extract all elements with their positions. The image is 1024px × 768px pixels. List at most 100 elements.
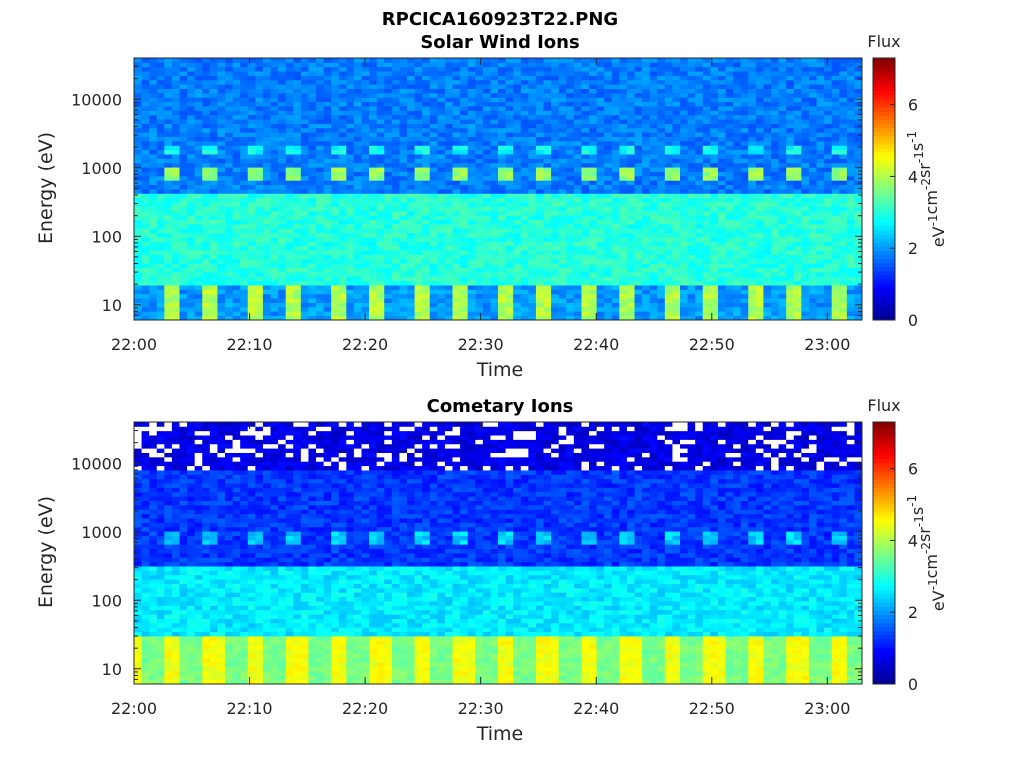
heatmap-cell: [498, 202, 506, 207]
heatmap-cell: [255, 101, 264, 107]
heatmap-cell: [725, 106, 734, 111]
heatmap-cell: [278, 145, 287, 151]
heatmap-cell: [702, 210, 711, 216]
heatmap-cell: [376, 315, 385, 321]
heatmap-cell: [528, 92, 537, 98]
heatmap-cell: [369, 127, 378, 133]
heatmap-cell: [642, 132, 651, 137]
heatmap-cell: [831, 232, 840, 238]
heatmap-cell: [194, 149, 203, 155]
heatmap-cell: [755, 180, 764, 186]
heatmap-cell: [498, 254, 506, 260]
heatmap-cell: [134, 114, 142, 120]
heatmap-cell: [740, 306, 749, 312]
heatmap-cell: [262, 311, 271, 317]
heatmap-cell: [482, 110, 491, 116]
heatmap-cell: [156, 267, 165, 273]
heatmap-cell: [452, 197, 461, 203]
heatmap-cell: [589, 136, 597, 142]
heatmap-cell: [710, 223, 719, 229]
heatmap-cell: [619, 184, 628, 190]
heatmap-cell: [831, 193, 840, 199]
heatmap-cell: [528, 114, 537, 120]
heatmap-cell: [225, 223, 233, 229]
heatmap-cell: [831, 306, 840, 312]
heatmap-cell: [384, 276, 393, 282]
heatmap-cell: [505, 140, 514, 146]
heatmap-cell: [171, 136, 180, 142]
heatmap-cell: [353, 145, 362, 151]
heatmap-cell: [566, 280, 575, 286]
heatmap-cell: [740, 145, 749, 151]
heatmap-cell: [323, 106, 332, 111]
heatmap-cell: [642, 271, 651, 277]
heatmap-cell: [634, 254, 643, 260]
heatmap-cell: [733, 162, 742, 168]
heatmap-cell: [634, 184, 643, 190]
heatmap-cell: [391, 110, 400, 116]
heatmap-cell: [687, 167, 696, 172]
heatmap-cell: [786, 219, 795, 225]
heatmap-cell: [725, 189, 734, 194]
heatmap-cell: [217, 158, 226, 164]
heatmap-cell: [331, 311, 340, 317]
heatmap-cell: [134, 184, 142, 190]
heatmap-cell: [808, 315, 817, 321]
heatmap-cell: [680, 271, 688, 277]
heatmap-cell: [300, 210, 309, 216]
heatmap-cell: [194, 311, 203, 317]
heatmap-cell: [429, 237, 438, 242]
heatmap-cell: [626, 228, 635, 234]
heatmap-cell: [717, 206, 726, 212]
heatmap-cell: [209, 315, 218, 321]
heatmap-cell: [831, 241, 840, 247]
heatmap-cell: [505, 293, 514, 299]
heatmap-cell: [717, 258, 726, 264]
heatmap-cell: [422, 258, 431, 264]
heatmap-cell: [202, 245, 211, 251]
heatmap-cell: [611, 202, 620, 207]
heatmap-cell: [156, 127, 165, 133]
heatmap-cell: [596, 245, 605, 251]
heatmap-cell: [225, 271, 233, 277]
heatmap-cell: [338, 184, 347, 190]
heatmap-cell: [657, 223, 666, 229]
heatmap-cell: [740, 215, 749, 220]
heatmap-cell: [824, 127, 833, 133]
heatmap-cell: [664, 110, 673, 116]
heatmap-cell: [293, 206, 302, 212]
heatmap-cell: [498, 210, 506, 216]
heatmap-cell: [262, 298, 271, 303]
heatmap-cell: [217, 271, 226, 277]
heatmap-cell: [649, 114, 658, 120]
heatmap-cell: [611, 228, 620, 234]
heatmap-cell: [240, 228, 249, 234]
heatmap-cell: [255, 140, 264, 146]
heatmap-cell: [391, 250, 400, 255]
heatmap-cell: [778, 92, 787, 98]
heatmap-cell: [672, 311, 681, 317]
heatmap-cell: [581, 167, 590, 172]
heatmap-cell: [566, 298, 575, 303]
heatmap-cell: [194, 162, 203, 168]
heatmap-cell: [793, 276, 802, 282]
heatmap-cell: [702, 106, 711, 111]
heatmap-cell: [808, 276, 817, 282]
heatmap-cell: [164, 215, 173, 220]
heatmap-cell: [391, 271, 400, 277]
heatmap-cell: [369, 180, 378, 186]
heatmap-cell: [717, 132, 726, 137]
heatmap-cell: [270, 101, 279, 107]
heatmap-cell: [475, 119, 484, 124]
heatmap-cell: [573, 149, 582, 155]
heatmap-cell: [839, 171, 848, 177]
heatmap-cell: [444, 106, 453, 111]
heatmap-cell: [422, 293, 431, 299]
heatmap-cell: [323, 167, 332, 172]
heatmap-cell: [247, 311, 256, 317]
heatmap-cell: [558, 306, 567, 312]
heatmap-cell: [278, 306, 287, 312]
heatmap-cell: [687, 114, 696, 120]
heatmap-cell: [672, 119, 681, 124]
heatmap-cell: [240, 263, 249, 268]
